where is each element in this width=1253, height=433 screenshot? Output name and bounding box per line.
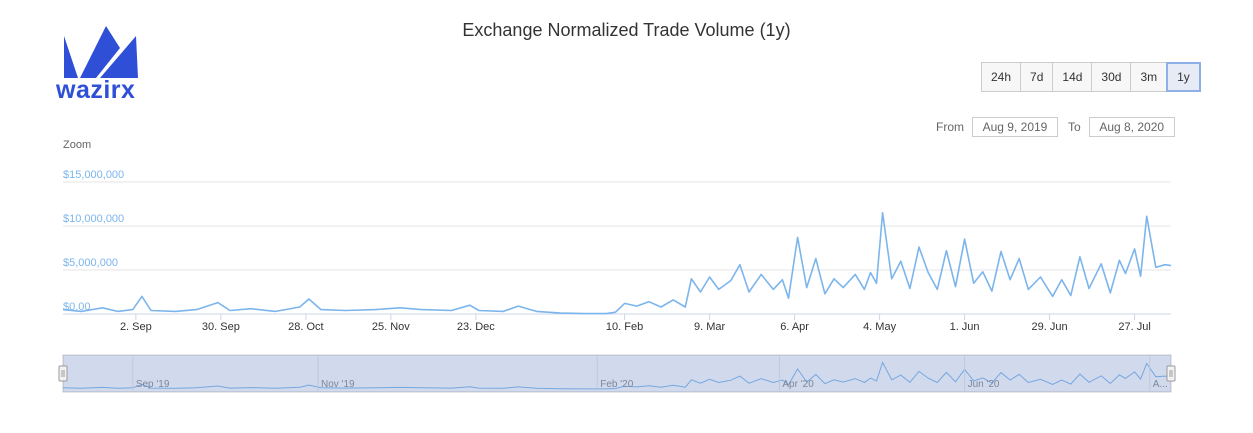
x-tick-label: 10. Feb: [606, 321, 643, 333]
range-button-7d[interactable]: 7d: [1020, 62, 1054, 92]
navigator-tick-label: Jun '20: [968, 379, 1000, 390]
navigator-tick-label: Sep '19: [136, 379, 170, 390]
series-line: [62, 212, 1172, 315]
x-tick-label: 6. Apr: [780, 321, 809, 333]
range-button-24h[interactable]: 24h: [981, 62, 1022, 92]
navigator-tick-label: Nov '19: [321, 379, 355, 390]
range-button-1y[interactable]: 1y: [1166, 62, 1201, 92]
range-button-3m[interactable]: 3m: [1130, 62, 1168, 92]
zoom-label: Zoom: [63, 139, 92, 151]
date-range-inputs: From Aug 9, 2019 To Aug 8, 2020: [936, 117, 1185, 137]
x-tick-label: 4. May: [863, 321, 897, 333]
navigator-series-line: [62, 361, 1172, 390]
x-tick-label: 28. Oct: [288, 321, 323, 333]
y-tick-label: $15,000,000: [63, 169, 124, 181]
navigator-tick-label: Feb '20: [600, 379, 633, 390]
to-label: To: [1068, 120, 1081, 134]
x-tick-label: 27. Jul: [1118, 321, 1150, 333]
range-button-30d[interactable]: 30d: [1091, 62, 1132, 92]
wazirx-logo-icon: [64, 26, 138, 78]
brand-wordmark: wazirx: [56, 76, 136, 104]
navigator-right-handle[interactable]: [1166, 365, 1176, 382]
navigator-tick-label: A...: [1153, 379, 1168, 390]
navigator-mask[interactable]: [63, 355, 1171, 392]
y-tick-label: $0.00: [63, 301, 91, 313]
x-tick-label: 23. Dec: [457, 321, 495, 333]
from-label: From: [936, 120, 964, 134]
navigator-background: [62, 354, 1172, 393]
chart-title: Exchange Normalized Trade Volume (1y): [462, 20, 791, 40]
x-tick-label: 25. Nov: [372, 321, 410, 333]
range-selector: 24h 7d 14d 30d 3m 1y: [981, 62, 1201, 92]
y-tick-label: $5,000,000: [63, 257, 118, 269]
x-tick-label: 9. Mar: [694, 321, 726, 333]
x-tick-label: 2. Sep: [120, 321, 152, 333]
x-tick-label: 29. Jun: [1032, 321, 1068, 333]
to-date-input[interactable]: Aug 8, 2020: [1088, 117, 1175, 137]
y-tick-label: $10,000,000: [63, 213, 124, 225]
navigator-left-handle[interactable]: [58, 365, 68, 382]
range-button-14d[interactable]: 14d: [1052, 62, 1093, 92]
x-tick-label: 1. Jun: [950, 321, 980, 333]
navigator-tick-label: Apr '20: [782, 379, 814, 390]
from-date-input[interactable]: Aug 9, 2019: [972, 117, 1058, 137]
x-tick-label: 30. Sep: [202, 321, 240, 333]
